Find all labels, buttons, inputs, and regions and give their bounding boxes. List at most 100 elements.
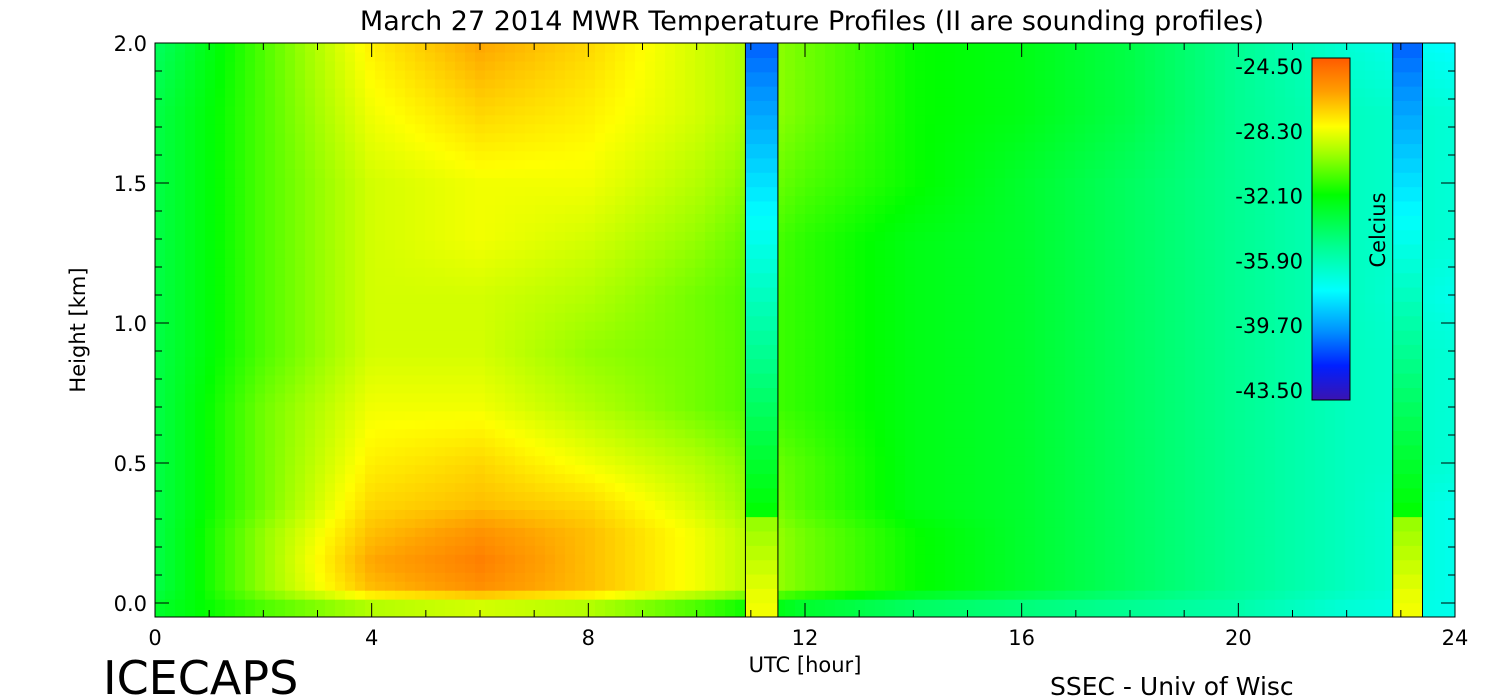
heatmap-cell	[385, 527, 396, 537]
heatmap-cell	[1125, 545, 1136, 555]
heatmap-cell	[685, 267, 696, 277]
heatmap-cell	[1065, 509, 1076, 519]
heatmap-cell	[275, 312, 286, 322]
heatmap-cell	[1255, 303, 1266, 313]
heatmap-cell	[1065, 482, 1076, 493]
heatmap-cell	[945, 410, 956, 421]
heatmap-cell	[1105, 285, 1116, 295]
heatmap-cell	[515, 276, 526, 286]
heatmap-cell	[1035, 491, 1046, 502]
heatmap-cell	[1235, 473, 1246, 484]
heatmap-cell	[425, 464, 436, 475]
heatmap-cell	[525, 276, 536, 286]
heatmap-cell	[705, 527, 716, 537]
heatmap-cell	[1035, 527, 1046, 537]
heatmap-cell	[555, 383, 566, 394]
heatmap-cell	[335, 527, 346, 537]
heatmap-cell	[1195, 356, 1206, 367]
heatmap-cell	[945, 437, 956, 448]
heatmap-cell	[1085, 455, 1096, 466]
heatmap-cell	[595, 581, 606, 591]
heatmap-cell	[515, 285, 526, 295]
heatmap-cell	[215, 410, 226, 421]
heatmap-cell	[535, 356, 546, 367]
heatmap-cell	[1365, 303, 1376, 313]
heatmap-cell	[805, 392, 816, 403]
heatmap-cell	[1005, 518, 1016, 528]
heatmap-cell	[535, 572, 546, 582]
heatmap-cell	[715, 347, 726, 358]
heatmap-cell	[245, 473, 256, 484]
heatmap-cell	[1195, 338, 1206, 349]
heatmap-cell	[325, 608, 336, 617]
heatmap-cell	[865, 572, 876, 582]
heatmap-cell	[595, 563, 606, 573]
heatmap-cell	[205, 321, 216, 331]
heatmap-cell	[1215, 276, 1226, 286]
heatmap-cell	[375, 473, 386, 484]
heatmap-cell	[345, 401, 356, 412]
heatmap-cell	[1195, 428, 1206, 439]
heatmap-cell	[1135, 446, 1146, 457]
heatmap-cell	[1195, 554, 1206, 564]
heatmap-cell	[185, 401, 196, 412]
heatmap-cell	[675, 419, 686, 430]
heatmap-cell	[715, 312, 726, 322]
heatmap-cell	[1095, 536, 1106, 546]
heatmap-cell	[1195, 285, 1206, 295]
heatmap-cell	[1235, 509, 1246, 519]
heatmap-cell	[905, 312, 916, 322]
heatmap-cell	[235, 500, 246, 510]
heatmap-cell	[475, 267, 486, 277]
heatmap-cell	[665, 303, 676, 313]
heatmap-cell	[945, 294, 956, 304]
heatmap-cell	[235, 554, 246, 564]
heatmap-cell	[1325, 446, 1336, 457]
heatmap-cell	[845, 572, 856, 582]
heatmap-cell	[1125, 527, 1136, 537]
heatmap-cell	[215, 285, 226, 295]
heatmap-cell	[825, 545, 836, 555]
heatmap-cell	[715, 545, 726, 555]
heatmap-cell	[225, 599, 236, 609]
heatmap-cell	[835, 401, 846, 412]
heatmap-cell	[915, 365, 926, 376]
heatmap-cell	[795, 285, 806, 295]
heatmap-cell	[285, 419, 296, 430]
heatmap-cell	[955, 428, 966, 439]
heatmap-cell	[545, 374, 556, 385]
heatmap-cell	[225, 294, 236, 304]
heatmap-cell	[485, 527, 496, 537]
heatmap-cell	[1055, 563, 1066, 573]
heatmap-cell	[965, 338, 976, 349]
heatmap-cell	[335, 312, 346, 322]
heatmap-cell	[1085, 365, 1096, 376]
heatmap-cell	[1045, 338, 1056, 349]
heatmap-cell	[1045, 509, 1056, 519]
heatmap-cell	[1365, 590, 1376, 600]
heatmap-cell	[1095, 374, 1106, 385]
heatmap-cell	[1115, 599, 1126, 609]
heatmap-cell	[1085, 401, 1096, 412]
heatmap-cell	[465, 572, 476, 582]
heatmap-cell	[1055, 419, 1066, 430]
heatmap-cell	[1065, 563, 1076, 573]
heatmap-cell	[785, 347, 796, 358]
heatmap-cell	[1195, 572, 1206, 582]
heatmap-cell	[675, 599, 686, 609]
heatmap-cell	[1145, 374, 1156, 385]
heatmap-cell	[415, 401, 426, 412]
heatmap-cell	[1215, 464, 1226, 475]
heatmap-cell	[615, 267, 626, 277]
heatmap-cell	[1025, 437, 1036, 448]
heatmap-cell	[815, 464, 826, 475]
heatmap-cell	[555, 536, 566, 546]
heatmap-cell	[945, 518, 956, 528]
heatmap-cell	[375, 482, 386, 493]
heatmap-cell	[1085, 446, 1096, 457]
heatmap-cell	[665, 276, 676, 286]
heatmap-cell	[285, 294, 296, 304]
heatmap-cell	[1315, 482, 1326, 493]
heatmap-cell	[955, 509, 966, 519]
heatmap-cell	[545, 356, 556, 367]
